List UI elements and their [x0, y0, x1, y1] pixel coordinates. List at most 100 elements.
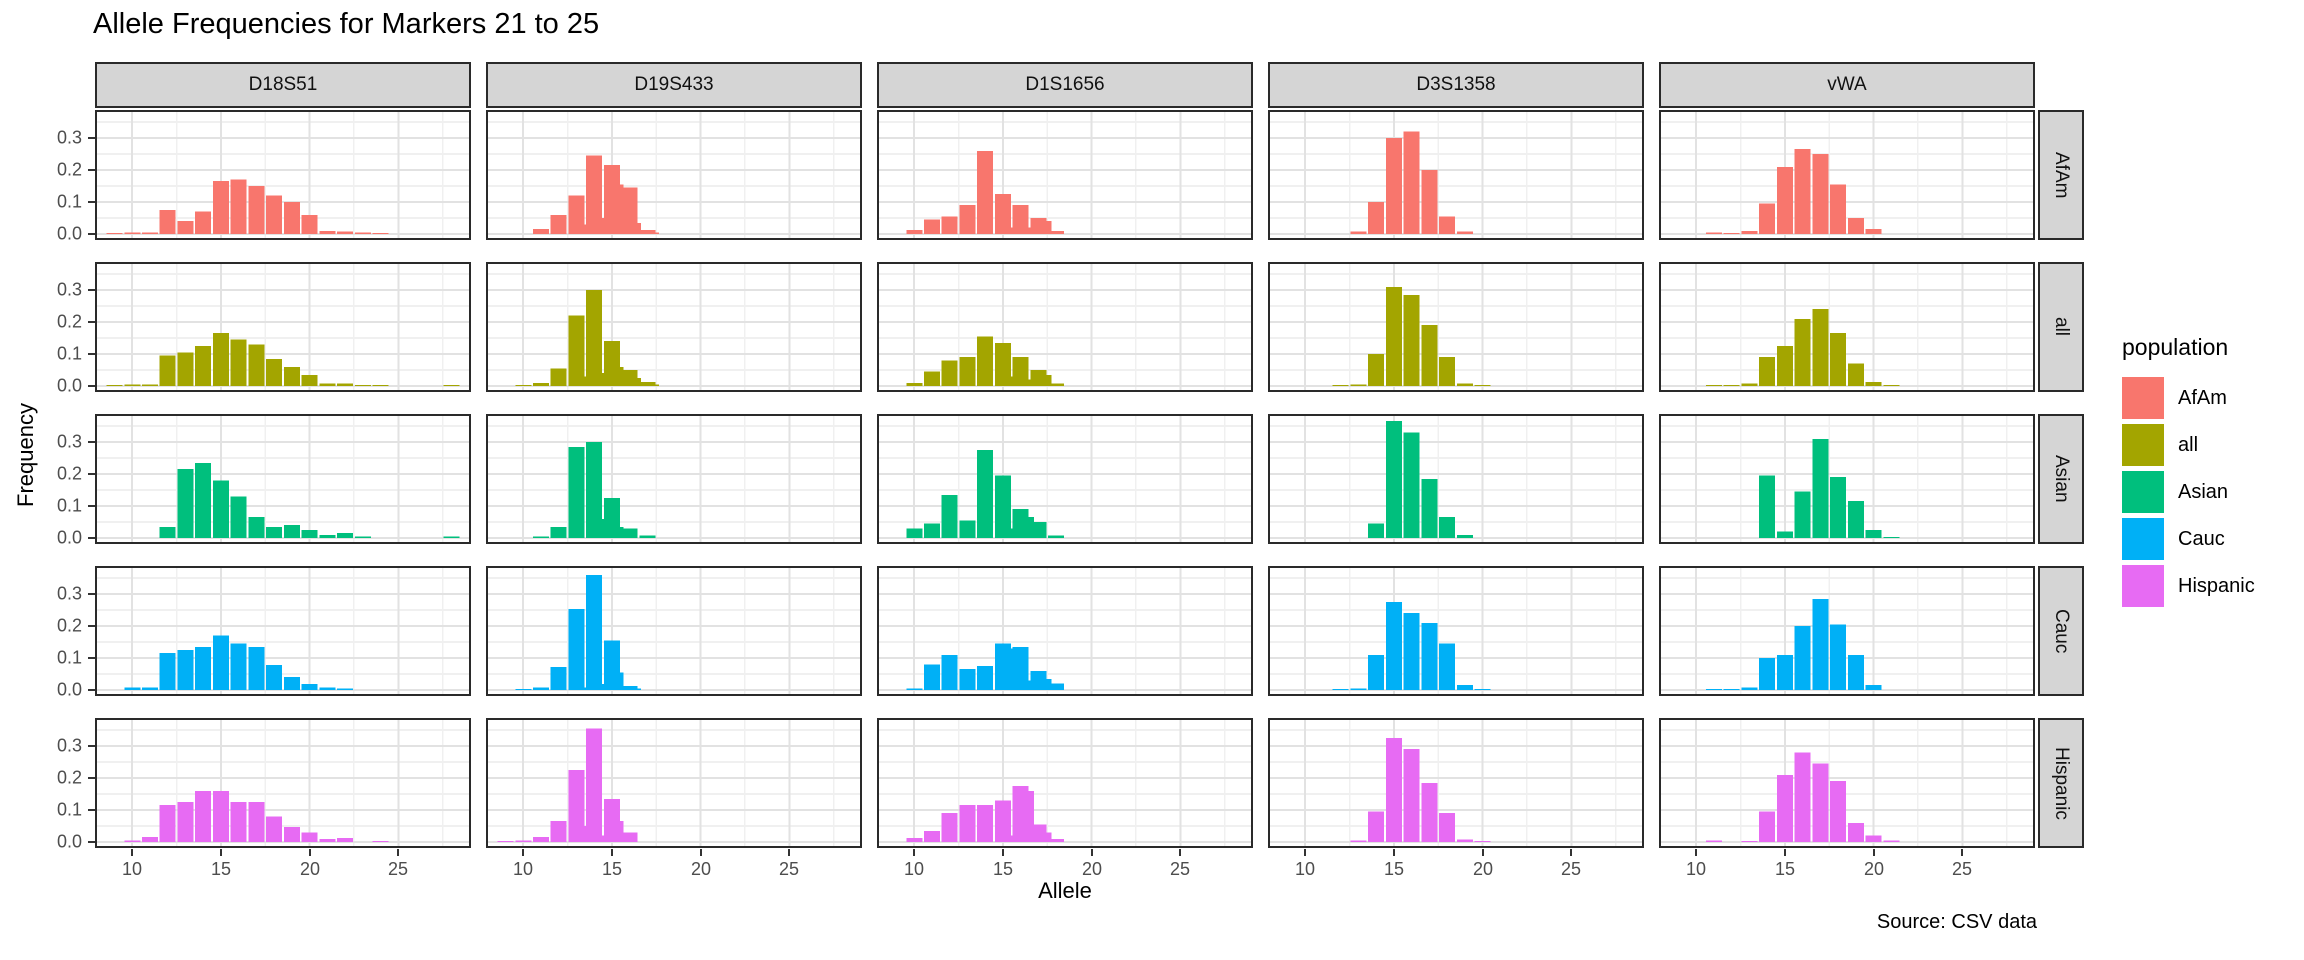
panel-plot — [486, 414, 862, 544]
y-axis-tick-label: 0.0 — [56, 679, 82, 700]
panel-plot — [1268, 718, 1644, 848]
x-axis-tick-label: 15 — [601, 859, 623, 879]
panel-vWA-Asian — [1659, 414, 2035, 544]
legend-item-AfAm: AfAm — [2122, 377, 2255, 419]
legend: population AfAm all Asian Cauc Hispanic — [2122, 334, 2255, 612]
x-axis-tick-label: 25 — [1560, 859, 1582, 879]
y-axis-tick — [88, 745, 95, 747]
facet-row-strip-Asian: Asian — [2038, 414, 2084, 544]
y-axis-tick-label: 0.2 — [56, 615, 82, 636]
y-axis-tick — [88, 625, 95, 627]
panel-D19S433-AfAm — [486, 110, 862, 240]
legend-item-label: Asian — [2178, 480, 2229, 503]
facet-col-strip-label: vWA — [1827, 74, 1867, 95]
facet-col-strip-D1S1656: D1S1656 — [877, 62, 1253, 108]
panel-D3S1358-all — [1268, 262, 1644, 392]
x-axis-tick — [1482, 849, 1484, 856]
legend-color-swatch — [2122, 424, 2164, 466]
panel-D18S51-all — [95, 262, 471, 392]
legend-item-all: all — [2122, 424, 2255, 466]
facet-col-strip-D19S433: D19S433 — [486, 62, 862, 108]
panel-plot — [877, 718, 1253, 848]
y-axis-tick-label: 0.2 — [56, 463, 82, 484]
x-axis-tick-label: 25 — [778, 859, 800, 879]
y-axis-title: Frequency — [13, 403, 38, 507]
panel-D18S51-Asian — [95, 414, 471, 544]
panel-D3S1358-Cauc — [1268, 566, 1644, 696]
panel-vWA-AfAm — [1659, 110, 2035, 240]
panel-plot — [1659, 110, 2035, 240]
panel-plot — [95, 110, 471, 240]
y-axis-tick-label: 0.3 — [56, 127, 82, 148]
y-axis-tick — [88, 353, 95, 355]
x-axis-tick — [1784, 849, 1786, 856]
panel-D19S433-Asian — [486, 414, 862, 544]
y-axis-tick — [88, 441, 95, 443]
y-axis-tick — [88, 537, 95, 539]
x-axis-tick — [1393, 849, 1395, 856]
panel-D19S433-Hispanic — [486, 718, 862, 848]
facet-col-strip-label: D19S433 — [634, 74, 714, 95]
x-axis-tick-label: 20 — [1472, 859, 1494, 879]
panel-plot — [95, 262, 471, 392]
panel-plot — [486, 110, 862, 240]
facet-col-strip-D3S1358: D3S1358 — [1268, 62, 1644, 108]
chart-title: Allele Frequencies for Markers 21 to 25 — [93, 8, 600, 40]
legend-item-label: Hispanic — [2178, 574, 2255, 597]
x-axis-tick-label: 25 — [387, 859, 409, 879]
y-axis-tick — [88, 657, 95, 659]
panel-plot — [1268, 262, 1644, 392]
panel-vWA-all — [1659, 262, 2035, 392]
x-axis-tick-label: 20 — [690, 859, 712, 879]
panel-plot — [486, 566, 862, 696]
y-axis-tick-label: 0.1 — [56, 191, 82, 212]
panel-plot — [1268, 414, 1644, 544]
x-axis-tick-label: 25 — [1951, 859, 1973, 879]
facet-col-strip-vWA: vWA — [1659, 62, 2035, 108]
panel-plot — [1268, 566, 1644, 696]
x-axis-tick — [309, 849, 311, 856]
y-axis-tick-label: 0.0 — [56, 831, 82, 852]
panel-D19S433-Cauc — [486, 566, 862, 696]
x-axis-tick-label: 15 — [1383, 859, 1405, 879]
y-axis-tick-label: 0.1 — [56, 799, 82, 820]
x-axis-tick — [611, 849, 613, 856]
legend-item-Asian: Asian — [2122, 471, 2255, 513]
x-axis-tick — [220, 849, 222, 856]
panel-D1S1656-AfAm — [877, 110, 1253, 240]
panel-plot — [1659, 262, 2035, 392]
facet-row-strip-label: Cauc — [2051, 608, 2072, 654]
legend-item-Hispanic: Hispanic — [2122, 565, 2255, 607]
y-axis-tick — [88, 289, 95, 291]
panel-D1S1656-Hispanic — [877, 718, 1253, 848]
y-axis-tick-label: 0.3 — [56, 583, 82, 604]
panel-plot — [486, 718, 862, 848]
panel-plot — [1659, 566, 2035, 696]
panel-plot — [877, 414, 1253, 544]
x-axis-tick — [1570, 849, 1572, 856]
x-axis-tick — [522, 849, 524, 856]
x-axis-tick — [1695, 849, 1697, 856]
facet-row-strip-label: Hispanic — [2051, 746, 2072, 820]
y-axis-tick-label: 0.0 — [56, 375, 82, 396]
panel-plot — [877, 566, 1253, 696]
panel-plot — [1268, 110, 1644, 240]
panel-plot — [95, 718, 471, 848]
legend-item-label: Cauc — [2178, 527, 2225, 550]
y-axis-tick — [88, 233, 95, 235]
facet-row-strip-all: all — [2038, 262, 2084, 392]
y-axis-tick — [88, 809, 95, 811]
y-axis-tick — [88, 777, 95, 779]
legend-title: population — [2122, 334, 2229, 360]
panel-plot — [877, 110, 1253, 240]
panel-vWA-Hispanic — [1659, 718, 2035, 848]
x-axis-tick — [1002, 849, 1004, 856]
y-axis-tick-label: 0.3 — [56, 431, 82, 452]
y-axis-tick — [88, 321, 95, 323]
x-axis-tick-label: 20 — [1081, 859, 1103, 879]
facet-col-strip-label: D1S1656 — [1025, 74, 1105, 95]
y-axis-tick-label: 0.0 — [56, 223, 82, 244]
panel-D3S1358-Hispanic — [1268, 718, 1644, 848]
x-axis-tick-label: 10 — [1685, 859, 1707, 879]
facet-row-strip-Cauc: Cauc — [2038, 566, 2084, 696]
